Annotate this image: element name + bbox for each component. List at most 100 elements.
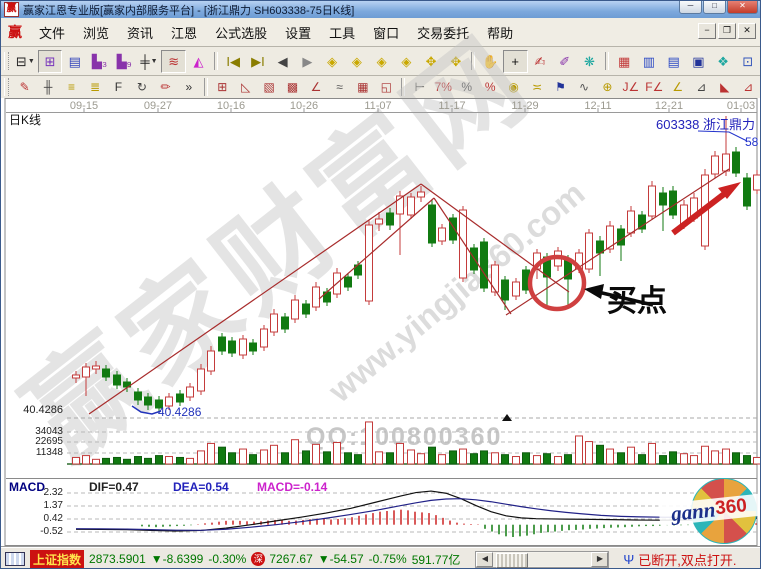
gold-angle-button[interactable]: ∠ bbox=[666, 77, 689, 97]
angle-fan-button[interactable]: ∠ bbox=[304, 77, 327, 97]
pattern-search-button[interactable]: ≋ bbox=[161, 49, 187, 73]
toolbar-grip[interactable] bbox=[4, 52, 9, 70]
more-tools-button[interactable]: » bbox=[177, 77, 200, 97]
volume-bar bbox=[396, 442, 404, 465]
maximize-button[interactable]: □ bbox=[703, 1, 726, 14]
crosshair-button[interactable]: + bbox=[502, 49, 528, 73]
brush-tool-icon: ✎ bbox=[19, 80, 30, 94]
zoom-out-h-button[interactable]: ◈ bbox=[369, 50, 394, 73]
first-page-button[interactable]: I◀ bbox=[221, 50, 246, 73]
volume-scale-11348: 11348 bbox=[35, 447, 63, 458]
zoom-in-h-button[interactable]: ◈ bbox=[394, 50, 419, 73]
title-bar[interactable]: 赢 赢家江恩专业版[赢家内部服务平台] - [浙江鼎力 SH603338-75日… bbox=[1, 1, 760, 18]
trend-draw-button[interactable]: ✍ bbox=[528, 50, 553, 73]
corner-grid-button[interactable]: ◱ bbox=[375, 77, 398, 97]
scroll-left-button[interactable]: ◀ bbox=[476, 551, 494, 567]
j-angle-button[interactable]: J∠ bbox=[619, 77, 642, 97]
candle-body bbox=[92, 365, 100, 370]
gold-circle-button[interactable]: ◉ bbox=[502, 77, 525, 97]
f-angle-button[interactable]: F∠ bbox=[643, 77, 666, 97]
cross-box-button[interactable]: ▩ bbox=[281, 77, 304, 97]
scroll-right-button[interactable]: ▶ bbox=[591, 551, 609, 567]
trend-draw-icon: ✍ bbox=[534, 53, 546, 69]
fan-box-button[interactable]: ▧ bbox=[257, 77, 280, 97]
menu-item-文件[interactable]: 文件 bbox=[39, 25, 66, 41]
bars-3-button[interactable]: ▙₃ bbox=[87, 50, 112, 73]
win-angle-button[interactable]: ◣ bbox=[713, 77, 736, 97]
price-grid-button[interactable]: ▦ bbox=[351, 77, 374, 97]
volume-bar bbox=[680, 453, 688, 465]
save-button[interactable]: ▣ bbox=[686, 50, 711, 73]
minimize-button[interactable]: ─ bbox=[679, 1, 702, 14]
flag-note-button[interactable]: ⚑ bbox=[549, 77, 572, 97]
mdi-close-button[interactable]: ✕ bbox=[738, 23, 756, 39]
menu-item-公式选股[interactable]: 公式选股 bbox=[215, 25, 268, 41]
mdi-restore-button[interactable]: ❐ bbox=[718, 23, 736, 39]
kline-chart[interactable] bbox=[1, 98, 761, 546]
hash-ruler-button[interactable]: ╫ bbox=[36, 77, 59, 97]
menu-item-江恩[interactable]: 江恩 bbox=[171, 25, 198, 41]
page-prev-button[interactable]: ◀ bbox=[270, 50, 295, 73]
notes-button[interactable]: ▤ bbox=[661, 50, 686, 73]
menu-item-浏览[interactable]: 浏览 bbox=[83, 25, 110, 41]
info-board-button[interactable]: ▤ bbox=[62, 50, 87, 73]
horizontal-scrollbar[interactable]: ◀ ▶ bbox=[475, 550, 610, 568]
hand-drag-button[interactable]: ✋ bbox=[478, 50, 503, 73]
menu-item-帮助[interactable]: 帮助 bbox=[487, 25, 514, 41]
calculator-button[interactable]: ▥ bbox=[637, 50, 662, 73]
color-peaks-button[interactable]: ◭ bbox=[186, 50, 211, 73]
wave-curve-button[interactable]: ≈ bbox=[328, 77, 351, 97]
link-nodes-button[interactable]: ❖ bbox=[711, 50, 736, 73]
v-ruler-button[interactable]: ⊢ bbox=[408, 77, 431, 97]
multi-window-button[interactable]: ⊞ bbox=[37, 49, 63, 73]
brush-axis-button[interactable]: ✏ bbox=[154, 77, 177, 97]
percent-7-button[interactable]: 7% bbox=[432, 77, 455, 97]
page-next-button[interactable]: ▶ bbox=[295, 50, 320, 73]
speed-line-button[interactable]: ⊿ bbox=[690, 77, 713, 97]
keyboard-icon[interactable] bbox=[5, 552, 25, 566]
candle-body bbox=[365, 224, 373, 302]
single-candle-button[interactable]: ╪ ▼ bbox=[137, 50, 162, 73]
shift-left-button[interactable]: ◈ bbox=[320, 50, 345, 73]
close-button[interactable]: ✕ bbox=[727, 1, 758, 14]
calendar-button[interactable]: ▦ bbox=[612, 50, 637, 73]
fit-screen-button[interactable]: ✥ bbox=[443, 50, 468, 73]
last-page-button[interactable]: ▶I bbox=[246, 50, 271, 73]
bars-9-button[interactable]: ▙₉ bbox=[112, 50, 137, 73]
fit-screen-icon: ✥ bbox=[450, 53, 462, 69]
gold-ratio-ext-button[interactable]: ≣ bbox=[83, 77, 106, 97]
quad-angle-button[interactable]: ⊿ bbox=[736, 77, 759, 97]
neural-net-button[interactable]: ❋ bbox=[577, 50, 602, 73]
scroll-thumb[interactable] bbox=[496, 552, 529, 568]
gold-ratio-button[interactable]: ≡ bbox=[60, 77, 83, 97]
shift-right-button[interactable]: ◈ bbox=[344, 50, 369, 73]
fibonacci-f-button[interactable]: F bbox=[107, 77, 130, 97]
period-selector-button[interactable]: ⊟ ▼ bbox=[13, 50, 38, 73]
sh-index-badge[interactable]: 上证指数 bbox=[30, 549, 85, 568]
candle-body bbox=[617, 228, 625, 246]
percent-line-button[interactable]: % bbox=[478, 77, 501, 97]
expand-all-button[interactable]: ✥ bbox=[419, 50, 444, 73]
menu-item-设置[interactable]: 设置 bbox=[285, 25, 312, 41]
gann-box-button[interactable]: ⊞ bbox=[211, 77, 234, 97]
brush-tool-button[interactable]: ✎ bbox=[13, 77, 36, 97]
chart-region[interactable]: 赢家财富网 www.yingjia360.com QQ:100800360 日K… bbox=[1, 14, 761, 546]
sz-index-icon[interactable]: 深 bbox=[251, 552, 266, 566]
menu-item-窗口[interactable]: 窗口 bbox=[373, 25, 400, 41]
connection-status[interactable]: 已断开,双点打开. bbox=[638, 552, 737, 568]
remote-pc-button[interactable]: ⊡ bbox=[735, 50, 760, 73]
toolbar-grip[interactable] bbox=[4, 78, 9, 96]
spiral-button[interactable]: ↻ bbox=[130, 77, 153, 97]
buy-arrow-line bbox=[597, 290, 654, 307]
gann-fan-button[interactable]: ◺ bbox=[234, 77, 257, 97]
menu-item-交易委托[interactable]: 交易委托 bbox=[417, 25, 470, 41]
magic-wand-button[interactable]: ✐ bbox=[552, 50, 577, 73]
menu-item-工具[interactable]: 工具 bbox=[329, 25, 356, 41]
percent-button[interactable]: % bbox=[455, 77, 478, 97]
scroll-track[interactable] bbox=[493, 552, 592, 568]
mdi-minimize-button[interactable]: − bbox=[698, 23, 716, 39]
gold-lines-button[interactable]: ≍ bbox=[525, 77, 548, 97]
menu-item-资讯[interactable]: 资讯 bbox=[127, 25, 154, 41]
wave-a-button[interactable]: ∿ bbox=[572, 77, 595, 97]
gold-target-button[interactable]: ⊕ bbox=[596, 77, 619, 97]
